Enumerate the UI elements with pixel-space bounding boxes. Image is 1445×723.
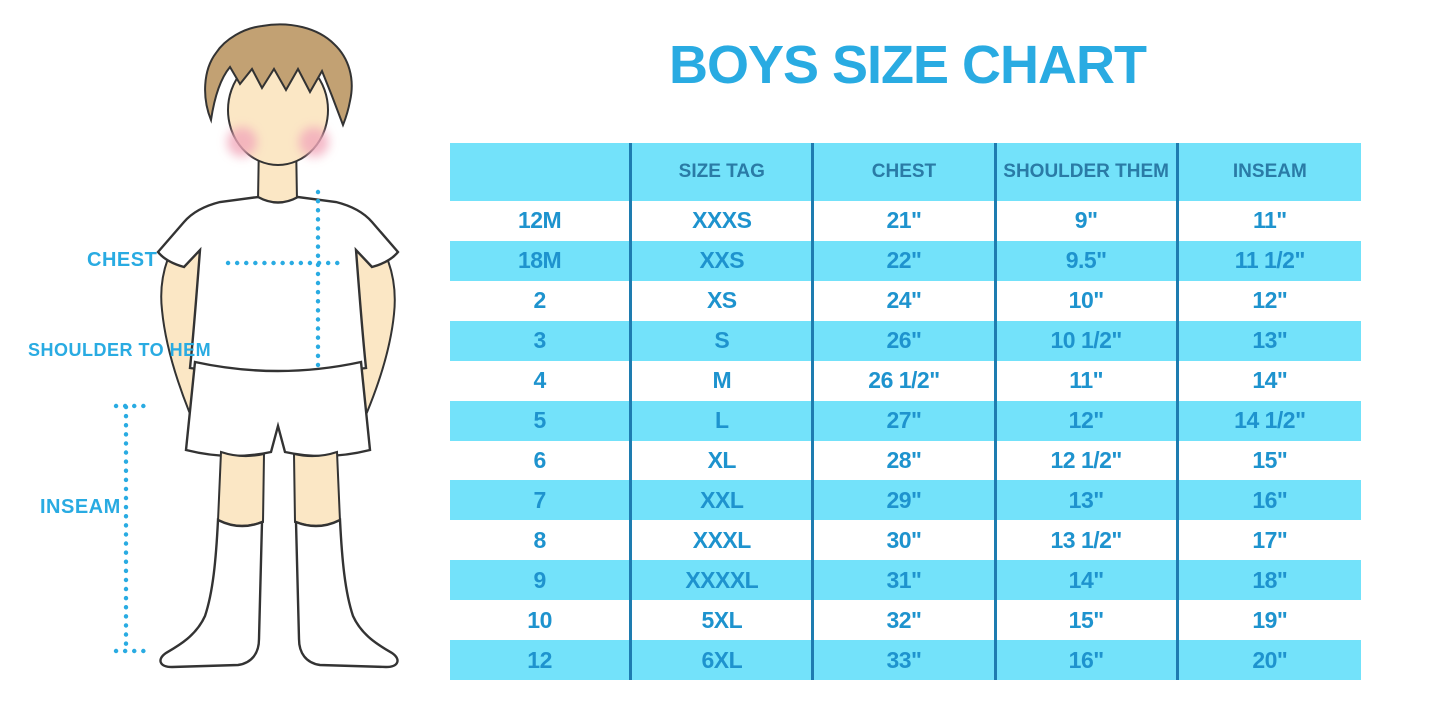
table-cell: 12M xyxy=(450,201,633,241)
table-cell: 16" xyxy=(997,640,1179,681)
table-cell: XL xyxy=(632,440,815,481)
table-cell: 12" xyxy=(997,400,1179,441)
shoulder-to-hem-label: SHOULDER TO HEM xyxy=(28,340,212,360)
table-cell: 13" xyxy=(997,480,1179,521)
table-cell: 3 xyxy=(450,320,633,361)
table-cell: 19" xyxy=(1252,606,1288,633)
table-row: 18M XXS 22" 9.5" 11 1/2" xyxy=(450,240,1361,281)
boy-sock-right xyxy=(294,518,399,669)
table-cell: 7 xyxy=(450,480,633,521)
table-row: 4 M 26 1/2" 11" 14" xyxy=(450,360,1361,401)
table-cell: 9 xyxy=(450,560,633,601)
table-cell: 22" xyxy=(814,240,997,281)
column-header: SIZE TAG xyxy=(632,143,815,201)
table-cell: 32" xyxy=(814,600,997,641)
table-row: 6 XL 28" 12 1/2" 15" xyxy=(450,440,1361,481)
boy-sock-left xyxy=(159,518,264,669)
table-cell: 2 xyxy=(450,280,633,321)
table-cell: 10 xyxy=(450,600,633,641)
table-cell: 14 1/2" xyxy=(1234,407,1306,434)
table-cell: 14" xyxy=(997,560,1179,601)
table-header-row: SIZE TAG CHEST SHOULDER THEM INSEAM xyxy=(450,143,1361,201)
table-cell: S xyxy=(632,320,815,361)
table-cell: XXXS xyxy=(632,201,815,241)
table-cell: 12 1/2" xyxy=(997,440,1179,481)
table-row: 7 XXL 29" 13" 16" xyxy=(450,480,1361,521)
boy-measurement-illustration xyxy=(113,23,400,669)
table-cell: 12" xyxy=(1252,287,1288,314)
table-row: 12M XXXS 21" 9" 11" xyxy=(450,201,1361,241)
table-cell: 29" xyxy=(814,480,997,521)
table-cell: 20" xyxy=(1252,646,1288,673)
table-cell: 16" xyxy=(1252,486,1288,513)
boy-leg-right xyxy=(292,450,342,527)
column-header: CHEST xyxy=(814,143,997,201)
table-cell: 5XL xyxy=(632,600,815,641)
inseam-label: INSEAM xyxy=(40,496,121,518)
table-cell: 11" xyxy=(997,360,1179,401)
boy-leg-left xyxy=(216,450,266,527)
table-cell: XXXL xyxy=(632,520,815,561)
table-cell: 14" xyxy=(1252,367,1288,394)
column-header xyxy=(450,143,633,201)
table-cell: XXS xyxy=(632,240,815,281)
size-table: SIZE TAG CHEST SHOULDER THEM INSEAM 12M XXXS 2… xyxy=(450,143,1361,681)
table-cell: XXL xyxy=(632,480,815,521)
table-cell: 6 xyxy=(450,440,633,481)
table-cell: 9.5" xyxy=(997,240,1179,281)
table-cell: XS xyxy=(632,280,815,321)
table-cell: 12 xyxy=(450,640,633,681)
table-cell: 11 1/2" xyxy=(1234,247,1306,274)
table-row: 8 XXXL 30" 13 1/2" 17" xyxy=(450,520,1361,561)
table-cell: 17" xyxy=(1252,526,1288,553)
boy-hair xyxy=(204,23,353,128)
table-cell: 13" xyxy=(1252,327,1288,354)
table-row: 2 XS 24" 10" 12" xyxy=(450,280,1361,321)
table-cell: 4 xyxy=(450,360,633,401)
table-row: 12 6XL 33" 16" 20" xyxy=(450,640,1361,681)
boy-shorts xyxy=(184,360,372,458)
table-cell: 5 xyxy=(450,400,633,441)
table-cell: 28" xyxy=(814,440,997,481)
table-cell: XXXXL xyxy=(632,560,815,601)
table-cell: 27" xyxy=(814,400,997,441)
table-cell: 15" xyxy=(1252,446,1288,473)
column-header: SHOULDER THEM xyxy=(997,143,1179,201)
table-cell: L xyxy=(632,400,815,441)
table-row: 9 XXXXL 31" 14" 18" xyxy=(450,560,1361,601)
page-title: BOYS SIZE CHART xyxy=(668,35,1147,95)
table-row: 3 S 26" 10 1/2" 13" xyxy=(450,320,1361,361)
table-cell: 33" xyxy=(814,640,997,681)
chest-label: CHEST xyxy=(87,249,158,271)
table-cell: 9" xyxy=(997,201,1179,241)
table-cell: 31" xyxy=(814,560,997,601)
table-cell: 10 1/2" xyxy=(997,320,1179,361)
boy-cheek-left xyxy=(227,127,257,157)
table-cell: 26" xyxy=(814,320,997,361)
table-row: 5 L 27" 12" 14 1/2" xyxy=(450,400,1361,441)
table-cell: 21" xyxy=(814,201,997,241)
boy-cheek-right xyxy=(299,127,329,157)
table-cell: 13 1/2" xyxy=(997,520,1179,561)
table-cell: 18M xyxy=(450,240,633,281)
table-cell: 15" xyxy=(997,600,1179,641)
column-header: INSEAM xyxy=(1232,161,1307,182)
table-cell: 24" xyxy=(814,280,997,321)
table-cell: 8 xyxy=(450,520,633,561)
table-cell: 10" xyxy=(997,280,1179,321)
table-cell: 6XL xyxy=(632,640,815,681)
table-row: 10 5XL 32" 15" 19" xyxy=(450,600,1361,641)
table-cell: 11" xyxy=(1252,207,1287,234)
table-cell: 26 1/2" xyxy=(814,360,997,401)
table-cell: M xyxy=(632,360,815,401)
table-cell: 30" xyxy=(814,520,997,561)
table-cell: 18" xyxy=(1252,566,1288,593)
